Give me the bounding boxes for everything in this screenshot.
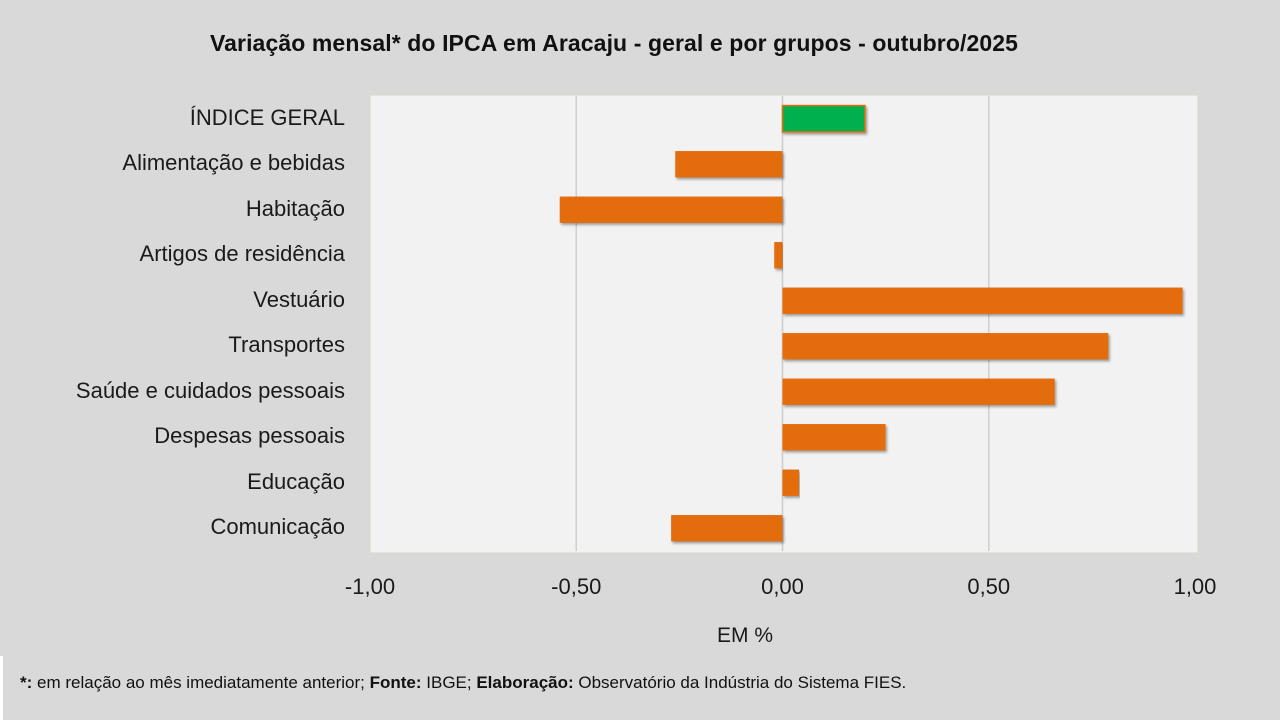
category-label-8: Educação [247, 468, 345, 494]
x-axis-label: EM % [717, 624, 774, 647]
footnote-bar [0, 656, 1280, 720]
bar-3 [774, 242, 783, 269]
footnote-source-text: IBGE; [421, 673, 477, 692]
category-label-1: Alimentação e bebidas [122, 150, 345, 176]
category-label-7: Despesas pessoais [154, 423, 345, 449]
category-label-0: ÍNDICE GERAL [189, 104, 345, 130]
footnote-source-label: Fonte: [369, 673, 422, 692]
footnote: *: em relação ao mês imediatamente anter… [20, 673, 906, 693]
chart-title: Variação mensal* do IPCA em Aracaju - ge… [209, 30, 1019, 56]
x-tick-label-1: -0,50 [551, 574, 602, 599]
footnote-star-label: *: [20, 673, 33, 692]
category-label-5: Transportes [228, 332, 345, 358]
bar-6 [782, 378, 1055, 405]
bar-4 [782, 287, 1183, 314]
footnote-star-text: em relação ao mês imediatamente anterior… [32, 673, 370, 692]
bar-5 [782, 333, 1109, 360]
footnote-credit-label: Elaboração: [476, 673, 574, 692]
bar-9 [671, 515, 783, 542]
category-label-9: Comunicação [210, 514, 345, 540]
x-tick-label-0: -1,00 [344, 574, 396, 599]
bar-2 [559, 196, 783, 223]
bar-8 [782, 469, 799, 496]
category-label-3: Artigos de residência [139, 241, 345, 267]
x-tick-label-3: 0,50 [967, 574, 1011, 599]
bar-0 [781, 104, 866, 133]
x-tick-label-4: 1,00 [1173, 574, 1217, 599]
footnote-credit-text: Observatório da Indústria do Sistema FIE… [573, 673, 907, 692]
category-label-2: Habitação [245, 195, 345, 221]
bar-1 [675, 151, 783, 178]
x-tick-label-2: 0,00 [761, 574, 804, 599]
category-label-6: Saúde e cuidados pessoais [75, 377, 345, 403]
category-label-4: Vestuário [253, 286, 345, 312]
bar-7 [782, 424, 886, 451]
